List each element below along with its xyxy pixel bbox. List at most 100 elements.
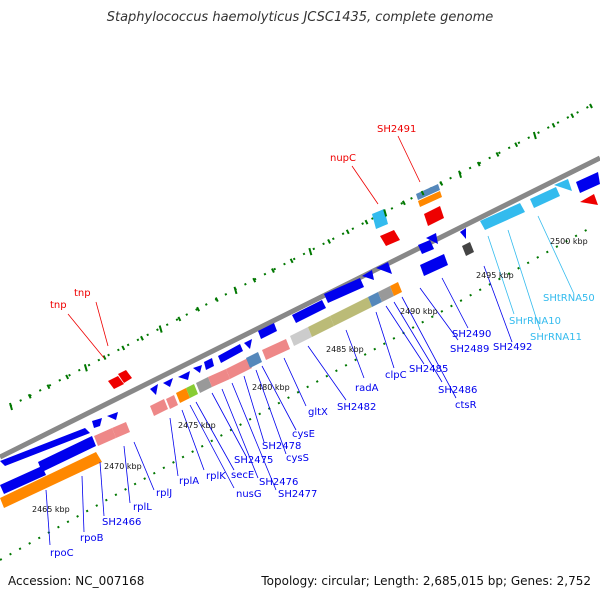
gene-label: rplA [179,476,199,487]
gene-label: rplJ [156,488,172,499]
scale-tick [271,268,275,273]
scale-tick [345,229,350,235]
gene-block [330,297,372,326]
scale-tick [102,355,107,361]
gene-block [0,452,102,508]
gene-arrow [193,365,202,373]
gene-block [262,339,290,360]
gene-block [94,428,116,446]
gene-arrow [0,466,46,494]
gene-arrow [418,240,434,254]
gene-label: secE [231,470,254,481]
gene-label: SH2482 [337,402,376,413]
kbp-label: 2475 kbp [178,421,216,430]
tnp-label: tnp [50,300,67,311]
scale-tick [383,209,388,217]
kbp-label: 2470 kbp [104,462,142,471]
scale-tick [327,239,331,244]
map-title: Staphylococcus haemolyticus JCSC1435, co… [106,10,494,25]
gene-block [226,358,252,379]
cyan-leader-lines [487,215,575,331]
gene-arrow [178,371,190,380]
scale-tick [46,384,51,390]
nupc-block [380,230,400,246]
gene-block [150,399,168,416]
gene-block [208,369,230,387]
gene-arrow [258,323,277,339]
kbp-label: 2465 kbp [32,505,70,514]
genome-summary-text: Topology: circular; Length: 2,685,015 bp… [261,574,591,588]
kbp-label: 2500 kbp [550,237,588,246]
gene-label: SH2475 [234,455,273,466]
rrna-arrow [530,187,560,208]
gene-arrow [163,378,173,387]
scale-tick [532,131,537,140]
scale-tick [214,297,219,302]
gene-label: cysS [286,453,309,464]
gene-label: ctsR [455,400,477,411]
rrna-arrow [554,179,572,191]
scale-tick [27,393,32,399]
gene-arrow [580,194,598,205]
sh2491-block [416,184,440,200]
gene-label: nusG [236,489,262,500]
gene-arrow [376,262,392,274]
tnp-block [108,376,124,389]
scale-tick [9,402,13,411]
gene-label: SH2478 [262,441,301,452]
gene-arrow [324,278,364,303]
gene-arrow [576,172,600,193]
gene-arrow [218,344,243,363]
gene-arrow [38,436,96,472]
scale-tick [121,345,126,351]
gene-block [246,352,262,368]
rna-labels: SHrRNA10 SHrRNA11 SHtRNA50 [509,293,595,343]
gene-block [290,327,312,346]
gene-label: cysE [292,429,315,440]
gene-label: SH2486 [438,385,477,396]
accession-text: Accession: NC_007168 [8,574,145,588]
scale-tick [308,247,313,256]
gene-label: rpoB [80,533,104,544]
gene-block [176,388,190,403]
gene-label: clpC [385,370,407,381]
outer-guide-line [9,105,591,407]
scale-tick [196,306,200,312]
gene-arrow [292,300,326,323]
scale-tick [476,161,481,167]
nupc-label: nupC [330,153,356,164]
sh2491-block [418,191,442,207]
gene-label: rplL [133,502,152,513]
gene-arrow [420,254,448,276]
scale-tick [514,142,519,148]
gene-label: radA [355,383,379,394]
blue-leader-lines [45,265,513,546]
gene-arrow [426,233,438,244]
gene-arrow [460,228,466,239]
gene-label: SH2489 [450,344,489,355]
gene-block [308,316,334,337]
gene-label: SH2477 [278,489,317,500]
scale-tick [420,190,425,196]
rrna-arrow [480,203,525,230]
gene-label: SH2485 [409,364,448,375]
reverse-strand-genes [0,184,474,508]
scale-tick [177,316,182,322]
scale-tick [289,258,294,264]
scale-tick [402,200,406,206]
gene-label: SH2476 [259,477,298,488]
gene-label: rplK [206,471,226,482]
red-leader-lines [67,135,421,359]
scale-tick [589,103,593,109]
scale-tick [439,180,444,186]
kbp-label: 2495 kbp [476,271,514,280]
scale-ticks [9,103,593,411]
scale-tick [252,277,257,283]
scale-tick [364,219,369,225]
scale-tick [458,170,462,179]
red-labels: tnp tnp nupC SH2491 [50,124,416,311]
scale-tick [83,364,88,372]
blue-gene-labels: rpoC rpoB SH2466 rplL rplJ rplA rplK nus… [50,329,532,559]
gene-arrow [244,339,252,349]
gene-block [112,422,130,438]
